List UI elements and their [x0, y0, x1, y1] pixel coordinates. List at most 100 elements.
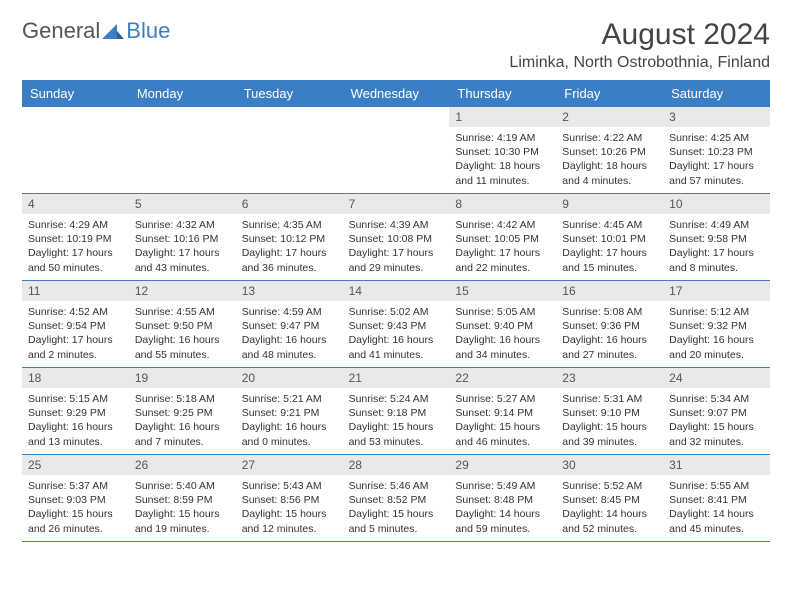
calendar-header-row: SundayMondayTuesdayWednesdayThursdayFrid…: [22, 80, 770, 107]
day-body: Sunrise: 5:12 AMSunset: 9:32 PMDaylight:…: [663, 301, 770, 366]
day-body: Sunrise: 5:27 AMSunset: 9:14 PMDaylight:…: [449, 388, 556, 453]
daylight-line: Daylight: 16 hours and 0 minutes.: [242, 420, 337, 448]
sunrise-line: Sunrise: 4:45 AM: [562, 218, 657, 232]
day-number: 18: [22, 368, 129, 388]
calendar-week: 25Sunrise: 5:37 AMSunset: 9:03 PMDayligh…: [22, 455, 770, 542]
calendar-day: 13Sunrise: 4:59 AMSunset: 9:47 PMDayligh…: [236, 281, 343, 367]
title-block: August 2024 Liminka, North Ostrobothnia,…: [509, 18, 770, 72]
sunset-line: Sunset: 9:40 PM: [455, 319, 550, 333]
daylight-line: Daylight: 17 hours and 8 minutes.: [669, 246, 764, 274]
sunrise-line: Sunrise: 4:19 AM: [455, 131, 550, 145]
sunrise-line: Sunrise: 5:05 AM: [455, 305, 550, 319]
sunrise-line: Sunrise: 5:37 AM: [28, 479, 123, 493]
day-number: 5: [129, 194, 236, 214]
calendar-day: 28Sunrise: 5:46 AMSunset: 8:52 PMDayligh…: [343, 455, 450, 541]
calendar-day: 8Sunrise: 4:42 AMSunset: 10:05 PMDayligh…: [449, 194, 556, 280]
calendar-day: 4Sunrise: 4:29 AMSunset: 10:19 PMDayligh…: [22, 194, 129, 280]
day-number: 16: [556, 281, 663, 301]
calendar-body: 1Sunrise: 4:19 AMSunset: 10:30 PMDayligh…: [22, 107, 770, 542]
day-number: 13: [236, 281, 343, 301]
sunrise-line: Sunrise: 5:18 AM: [135, 392, 230, 406]
day-number: 11: [22, 281, 129, 301]
sunset-line: Sunset: 10:30 PM: [455, 145, 550, 159]
day-number: 29: [449, 455, 556, 475]
daylight-line: Daylight: 16 hours and 13 minutes.: [28, 420, 123, 448]
calendar-week: 1Sunrise: 4:19 AMSunset: 10:30 PMDayligh…: [22, 107, 770, 194]
day-header: Thursday: [449, 80, 556, 107]
day-number: 23: [556, 368, 663, 388]
day-body: Sunrise: 5:49 AMSunset: 8:48 PMDaylight:…: [449, 475, 556, 540]
day-number: 9: [556, 194, 663, 214]
sunset-line: Sunset: 9:10 PM: [562, 406, 657, 420]
sunset-line: Sunset: 8:56 PM: [242, 493, 337, 507]
day-number: 26: [129, 455, 236, 475]
sunset-line: Sunset: 9:21 PM: [242, 406, 337, 420]
day-number: 10: [663, 194, 770, 214]
day-body: Sunrise: 5:31 AMSunset: 9:10 PMDaylight:…: [556, 388, 663, 453]
day-header: Saturday: [663, 80, 770, 107]
sunset-line: Sunset: 8:59 PM: [135, 493, 230, 507]
daylight-line: Daylight: 16 hours and 48 minutes.: [242, 333, 337, 361]
daylight-line: Daylight: 16 hours and 7 minutes.: [135, 420, 230, 448]
daylight-line: Daylight: 15 hours and 32 minutes.: [669, 420, 764, 448]
page-header: General Blue August 2024 Liminka, North …: [22, 18, 770, 72]
daylight-line: Daylight: 17 hours and 36 minutes.: [242, 246, 337, 274]
daylight-line: Daylight: 16 hours and 55 minutes.: [135, 333, 230, 361]
sunrise-line: Sunrise: 5:34 AM: [669, 392, 764, 406]
day-body: Sunrise: 4:42 AMSunset: 10:05 PMDaylight…: [449, 214, 556, 279]
daylight-line: Daylight: 17 hours and 57 minutes.: [669, 159, 764, 187]
calendar-day: 2Sunrise: 4:22 AMSunset: 10:26 PMDayligh…: [556, 107, 663, 193]
sunset-line: Sunset: 9:25 PM: [135, 406, 230, 420]
day-body: Sunrise: 5:52 AMSunset: 8:45 PMDaylight:…: [556, 475, 663, 540]
daylight-line: Daylight: 16 hours and 41 minutes.: [349, 333, 444, 361]
day-number: 17: [663, 281, 770, 301]
sunset-line: Sunset: 9:50 PM: [135, 319, 230, 333]
calendar-day: [343, 107, 450, 193]
sunset-line: Sunset: 8:48 PM: [455, 493, 550, 507]
day-number: 28: [343, 455, 450, 475]
sunrise-line: Sunrise: 5:43 AM: [242, 479, 337, 493]
calendar-day: 25Sunrise: 5:37 AMSunset: 9:03 PMDayligh…: [22, 455, 129, 541]
day-body: Sunrise: 4:32 AMSunset: 10:16 PMDaylight…: [129, 214, 236, 279]
sunset-line: Sunset: 9:29 PM: [28, 406, 123, 420]
calendar-day: 12Sunrise: 4:55 AMSunset: 9:50 PMDayligh…: [129, 281, 236, 367]
day-body: Sunrise: 5:37 AMSunset: 9:03 PMDaylight:…: [22, 475, 129, 540]
daylight-line: Daylight: 17 hours and 2 minutes.: [28, 333, 123, 361]
sunrise-line: Sunrise: 4:29 AM: [28, 218, 123, 232]
daylight-line: Daylight: 16 hours and 20 minutes.: [669, 333, 764, 361]
calendar-day: 31Sunrise: 5:55 AMSunset: 8:41 PMDayligh…: [663, 455, 770, 541]
sunset-line: Sunset: 8:52 PM: [349, 493, 444, 507]
day-body: Sunrise: 4:35 AMSunset: 10:12 PMDaylight…: [236, 214, 343, 279]
day-body: Sunrise: 4:25 AMSunset: 10:23 PMDaylight…: [663, 127, 770, 192]
day-number: 21: [343, 368, 450, 388]
calendar-day: 24Sunrise: 5:34 AMSunset: 9:07 PMDayligh…: [663, 368, 770, 454]
sunset-line: Sunset: 10:16 PM: [135, 232, 230, 246]
day-header: Wednesday: [343, 80, 450, 107]
day-body: Sunrise: 5:40 AMSunset: 8:59 PMDaylight:…: [129, 475, 236, 540]
logo-text-1: General: [22, 18, 100, 44]
calendar-day: 1Sunrise: 4:19 AMSunset: 10:30 PMDayligh…: [449, 107, 556, 193]
day-number: 22: [449, 368, 556, 388]
day-number: 12: [129, 281, 236, 301]
sunrise-line: Sunrise: 4:22 AM: [562, 131, 657, 145]
day-number: 25: [22, 455, 129, 475]
day-body: Sunrise: 5:02 AMSunset: 9:43 PMDaylight:…: [343, 301, 450, 366]
sunrise-line: Sunrise: 5:21 AM: [242, 392, 337, 406]
day-body: Sunrise: 5:18 AMSunset: 9:25 PMDaylight:…: [129, 388, 236, 453]
day-body: Sunrise: 4:55 AMSunset: 9:50 PMDaylight:…: [129, 301, 236, 366]
calendar-day: 22Sunrise: 5:27 AMSunset: 9:14 PMDayligh…: [449, 368, 556, 454]
day-body: Sunrise: 4:39 AMSunset: 10:08 PMDaylight…: [343, 214, 450, 279]
sunset-line: Sunset: 9:03 PM: [28, 493, 123, 507]
daylight-line: Daylight: 17 hours and 15 minutes.: [562, 246, 657, 274]
day-number: 31: [663, 455, 770, 475]
sunset-line: Sunset: 9:18 PM: [349, 406, 444, 420]
day-number: 3: [663, 107, 770, 127]
day-number: 24: [663, 368, 770, 388]
calendar-week: 4Sunrise: 4:29 AMSunset: 10:19 PMDayligh…: [22, 194, 770, 281]
sunset-line: Sunset: 10:05 PM: [455, 232, 550, 246]
sunset-line: Sunset: 10:01 PM: [562, 232, 657, 246]
calendar-day: 21Sunrise: 5:24 AMSunset: 9:18 PMDayligh…: [343, 368, 450, 454]
daylight-line: Daylight: 15 hours and 5 minutes.: [349, 507, 444, 535]
day-body: Sunrise: 4:29 AMSunset: 10:19 PMDaylight…: [22, 214, 129, 279]
day-body: Sunrise: 5:43 AMSunset: 8:56 PMDaylight:…: [236, 475, 343, 540]
